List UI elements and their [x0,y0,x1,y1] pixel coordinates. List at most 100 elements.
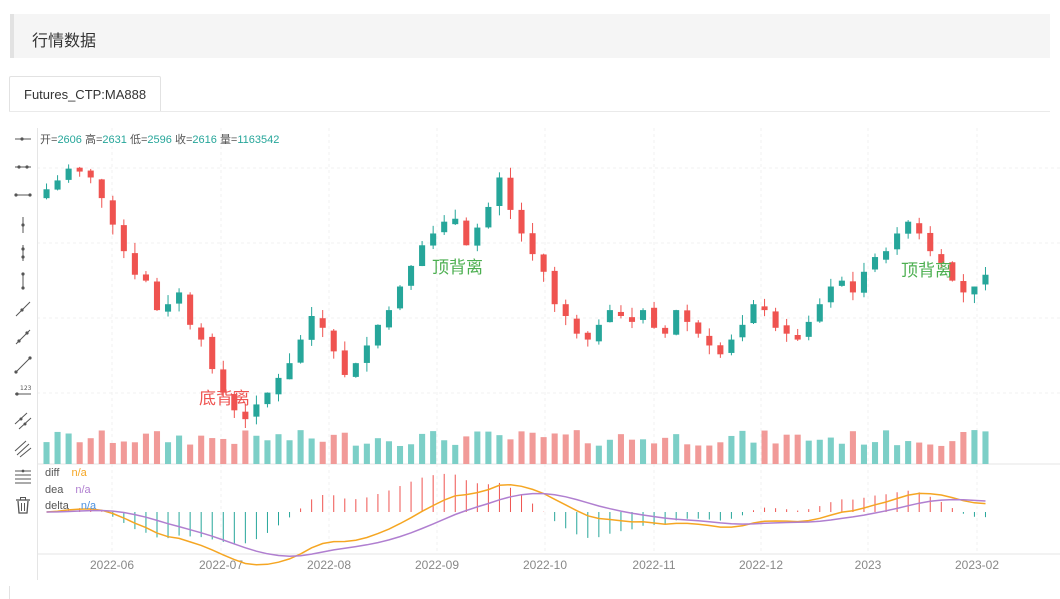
candle-body [783,325,790,334]
open-value: 2606 [57,134,82,146]
legend-diff: diff n/a [45,467,87,479]
candle-body [838,280,845,286]
candle-body [982,274,989,285]
candle-body [916,223,923,234]
volume-bar [209,438,216,464]
candle-body [562,304,569,316]
legend-delta-value: n/a [80,500,97,512]
x-tick-label: 2023 [855,558,882,572]
page-bottom-edge [9,586,10,599]
price-channel-icon[interactable] [13,440,33,458]
candle-body [849,281,856,293]
candle-body [231,394,238,411]
tab-label: Futures_CTP:MA888 [24,87,147,102]
legend-diff-value: n/a [71,467,87,479]
volume-bar [529,432,536,464]
tab-divider [9,111,1050,112]
candle-body [827,286,834,303]
segment-icon[interactable] [13,328,33,346]
candle-body [120,225,127,252]
candle-body [938,254,945,263]
svg-text:123: 123 [20,385,32,392]
volume-bar [883,430,890,464]
open-label: 开= [40,134,58,146]
volume-bar [827,437,834,464]
volume-bar [308,438,315,464]
straight-line-icon[interactable] [13,356,33,374]
candle-body [651,307,658,328]
horizontal-segment-icon[interactable] [13,162,33,180]
volume-bar [960,432,967,464]
candle-body [761,306,768,311]
candle-body [717,345,724,355]
candle-body [684,310,691,322]
candle-body [319,318,326,328]
candle-body [408,265,415,286]
candle-body [430,233,437,246]
candle-body [485,206,492,228]
volume-bar [628,439,636,464]
candle-body [87,170,94,178]
candle-body [65,168,72,180]
close-value: 2616 [192,134,217,146]
volume-bar [673,434,680,464]
candle-body [606,310,613,323]
candle-body [816,304,823,322]
kline-chart[interactable]: 2022-06 2022-07 2022-08 2022-09 2022-10 2022-… [37,128,1060,580]
parallel-lines-icon[interactable] [13,412,33,430]
vertical-line-icon[interactable] [13,272,33,290]
volume-bar [496,435,503,464]
horizontal-line-icon[interactable] [13,190,33,208]
vertical-ray-icon[interactable] [13,216,33,234]
candle-body [662,327,669,334]
candle-body [198,327,205,340]
volume-bar [551,433,558,464]
volume-bar [739,430,746,464]
volume-bar [562,434,569,464]
volume-bar [949,441,956,464]
low-label: 低= [129,134,148,146]
candle-body [628,317,636,322]
volume-bar [684,444,691,464]
volume-bar [363,443,370,464]
candle-body [341,350,348,375]
candle-body [419,245,426,267]
volume-bar [253,435,260,464]
candle-body [463,220,470,246]
volume-bar [187,444,194,464]
volume-bar [419,433,426,464]
top-divergence-label: 顶背离 [901,261,952,281]
candle-body [883,251,890,260]
candle-body [772,311,779,328]
x-tick-label: 2022-11 [632,558,675,572]
volume-bar [352,445,359,464]
chart-canvas: 2022-06 2022-07 2022-08 2022-09 2022-10 2022-… [37,128,1060,580]
ray-icon[interactable] [13,300,33,318]
candle-body [860,271,868,293]
price-line-icon[interactable]: 123 [13,384,33,402]
volume-bar [441,440,448,464]
volume-bar [860,444,868,464]
candle-body [187,294,194,325]
candle-body [871,257,879,270]
vertical-segment-icon[interactable] [13,244,33,262]
volume-bar [573,430,580,464]
volume-bar [153,431,161,464]
candle-body [905,221,912,234]
candle-body [496,177,503,206]
volume-bar [805,440,812,464]
x-tick-label: 2022-12 [739,558,783,572]
candle-body [474,227,481,246]
legend-delta-name: delta [45,500,69,512]
page-header: 行情数据 [10,14,1050,58]
candle-body [794,335,801,340]
delete-icon[interactable] [13,496,33,514]
volume-bar [231,443,238,464]
volume-bar [120,441,127,464]
horizontal-ray-icon[interactable] [13,134,33,152]
tab-futures-ma888[interactable]: Futures_CTP:MA888 [9,76,162,112]
fibonacci-icon[interactable] [13,468,33,486]
macd-diff-line [46,483,986,566]
candle-body [573,318,580,334]
x-tick-label: 2022-09 [415,558,459,572]
